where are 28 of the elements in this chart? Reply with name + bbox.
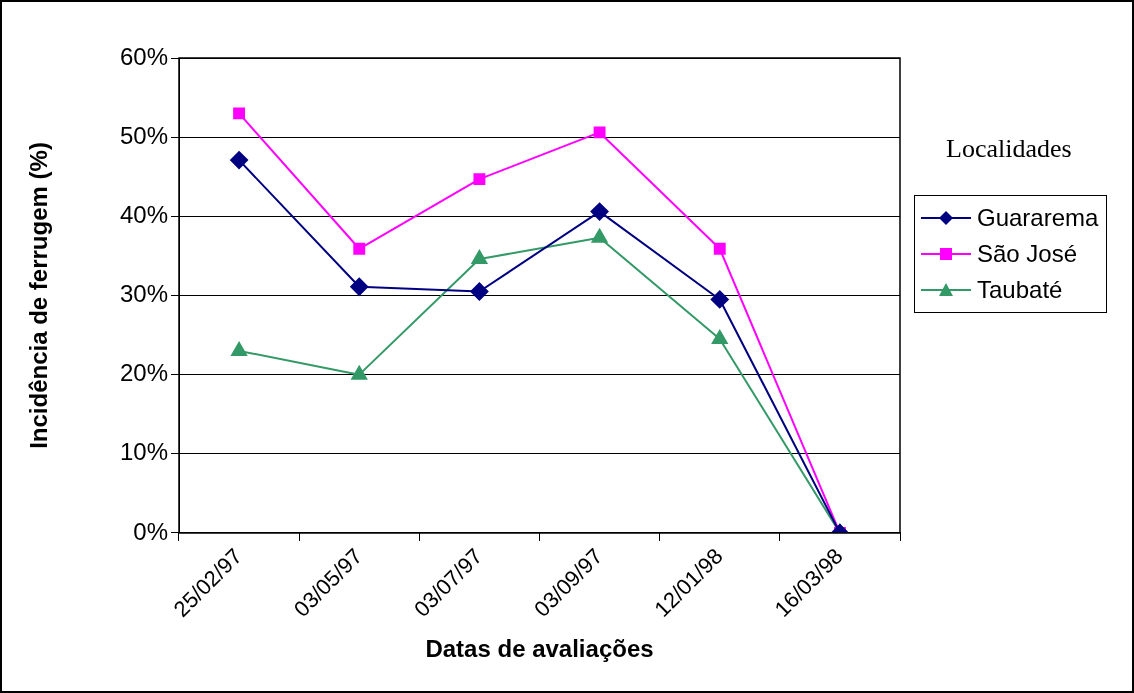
point	[710, 290, 729, 309]
y-axis-title: Incidência de ferrugem (%)	[25, 142, 53, 449]
point	[590, 202, 609, 221]
point	[593, 126, 606, 139]
y-tick-label: 60%	[119, 42, 168, 70]
point	[591, 228, 608, 243]
legend-label: Taubaté	[977, 276, 1063, 304]
point	[711, 330, 728, 345]
point	[471, 250, 488, 265]
y-tick-label: 50%	[119, 121, 168, 149]
x-axis-title: Datas de avaliações	[425, 635, 654, 663]
point	[230, 151, 249, 170]
legend-label: Guararema	[977, 204, 1099, 232]
point	[351, 365, 368, 380]
point	[713, 242, 726, 255]
y-tick-label: 20%	[119, 359, 168, 387]
point	[470, 282, 489, 301]
legend-title: Localidades	[946, 134, 1072, 164]
y-tick-label: 10%	[119, 438, 168, 466]
point	[473, 173, 486, 186]
y-tick-label: 30%	[119, 280, 168, 308]
point	[231, 341, 248, 356]
legend-label: São José	[977, 240, 1078, 268]
y-tick-label: 0%	[133, 517, 168, 545]
y-tick-label: 40%	[119, 200, 168, 228]
point	[353, 242, 366, 255]
point	[233, 107, 246, 120]
point	[350, 277, 369, 296]
